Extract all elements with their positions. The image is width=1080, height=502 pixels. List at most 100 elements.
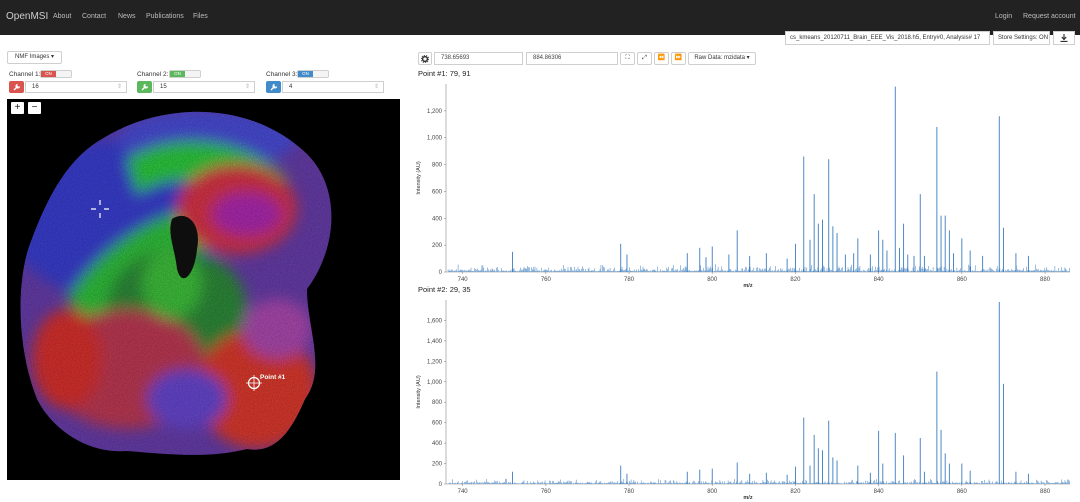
nav-files[interactable]: Files [193,13,208,20]
spectrum-chart-1[interactable]: 0 200 400 600 800 1,000 1,200 740 760 780 800 820 84… [408,80,1072,288]
nav-news[interactable]: News [118,13,136,20]
y-tick-label: 1,000 [427,136,443,142]
channel-3-wrench-button[interactable] [266,81,281,93]
x-tick-label: 880 [1040,277,1051,283]
channel-2-input[interactable]: 15 ⇕ [153,81,255,93]
channel-2-label: Channel 2: [137,71,169,78]
wrench-icon [141,83,148,91]
channel-3-label: Channel 3: [266,71,298,78]
y-tick-label: 1,200 [427,109,443,115]
point-1-label: Point #1 [260,374,286,381]
channel-1-toggle[interactable]: ON [40,70,72,78]
settings-button[interactable] [418,52,432,65]
channel-3-input[interactable]: 4 ⇕ [282,81,384,93]
spinner-icon[interactable]: ⇕ [244,84,250,90]
gear-icon [420,54,430,63]
x-tick-label: 840 [874,277,885,283]
download-button[interactable] [1053,31,1075,45]
spectrum-chart-2[interactable]: 0 200 400 600 800 1,000 1,200 1,400 1,600 740 760 7… [408,296,1072,500]
y-axis-label: Intensity (AU) [416,161,422,194]
fullscreen-button[interactable]: ⤢ [637,52,652,65]
x-tick-label: 740 [458,277,469,283]
mz-min-input[interactable]: 738.65693 [434,52,523,65]
step-forward-button[interactable]: ⏩ [671,52,686,65]
brand-logo[interactable]: OpenMSI [6,11,49,22]
channel-1-input[interactable]: 16 ⇕ [25,81,127,93]
x-tick-label: 860 [957,489,968,495]
x-tick-label: 820 [790,489,801,495]
navbar: OpenMSI About Contact News Publications … [0,0,1080,35]
y-tick-label: 400 [432,216,443,222]
chart-2-title: Point #2: 29, 35 [418,285,471,294]
channel-2-toggle[interactable]: ON [169,70,201,78]
channel-2-toggle-state: ON [170,71,185,77]
channel-3-toggle[interactable]: ON [297,70,329,78]
y-tick-label: 1,000 [427,380,443,386]
spectrum-noise [447,478,1070,484]
channel-1-wrench-button[interactable] [9,81,24,93]
channel-2-value: 15 [160,84,167,90]
y-tick-label: 600 [432,189,443,195]
crosshair-icon [91,200,109,218]
x-tick-label: 820 [790,277,801,283]
wrench-icon [270,83,277,91]
wrench-icon [13,83,20,91]
spectrum-noise [447,264,1070,272]
nav-contact[interactable]: Contact [82,13,107,20]
resize-icon: ⤢ [642,55,647,61]
zoom-out-button[interactable]: − [28,102,41,114]
y-tick-label: 400 [432,441,443,447]
raw-data-dropdown[interactable]: Raw Data: mzidata ▾ [688,52,756,65]
mz-max-input[interactable]: 884.86306 [526,52,618,65]
forward-icon: ⏩ [674,55,683,61]
channel-1-label: Channel 1: [9,71,41,78]
x-tick-label: 800 [707,489,718,495]
x-tick-label: 840 [874,489,885,495]
x-tick-label: 880 [1040,489,1051,495]
channel-3-value: 4 [289,84,293,90]
nav-publications[interactable]: Publications [146,13,184,20]
y-tick-label: 1,200 [427,359,443,365]
x-tick-label: 800 [707,277,718,283]
x-tick-label: 780 [624,489,635,495]
y-tick-label: 200 [432,243,443,249]
x-tick-label: 760 [541,277,552,283]
brain-image[interactable] [7,99,400,480]
dataset-selector[interactable]: cs_kmeans_20120711_Brain_EEE_Vis_2018.h5… [785,31,990,45]
y-tick-label: 200 [432,462,443,468]
y-tick-label: 800 [432,400,443,406]
chart-1-title: Point #1: 79, 91 [418,69,471,78]
y-tick-label: 1,400 [427,339,443,345]
expand-button[interactable]: ⛶ [620,52,635,65]
channel-3-toggle-state: ON [298,71,313,77]
channel-1-toggle-state: ON [41,71,56,77]
spinner-icon[interactable]: ⇕ [116,84,122,90]
x-tick-label: 780 [624,277,635,283]
store-settings-button[interactable]: Store Settings: ON [993,31,1050,45]
nav-about[interactable]: About [53,13,72,20]
nmf-images-dropdown[interactable]: NMF Images ▾ [7,51,62,64]
x-axis-label: m/z [743,495,752,500]
y-tick-label: 0 [439,482,443,488]
x-axis-label: m/z [743,283,752,288]
channel-2-wrench-button[interactable] [137,81,152,93]
y-tick-label: 800 [432,163,443,169]
y-tick-label: 0 [439,270,443,276]
nav-login[interactable]: Login [995,13,1013,20]
y-axis-label: Intensity (AU) [416,375,422,408]
y-tick-label: 1,600 [427,318,443,324]
spinner-icon[interactable]: ⇕ [373,84,379,90]
step-back-button[interactable]: ⏪ [654,52,669,65]
x-tick-label: 860 [957,277,968,283]
zoom-in-button[interactable]: + [11,102,24,114]
x-tick-label: 740 [458,489,469,495]
backward-icon: ⏪ [657,55,666,61]
expand-icon: ⛶ [625,55,630,61]
point-marker[interactable] [246,375,262,391]
download-icon [1060,34,1068,43]
msi-image-viewer[interactable]: Point #1 + − [7,99,400,480]
y-tick-label: 600 [432,421,443,427]
nav-request-account[interactable]: Request account [1023,13,1076,20]
x-tick-label: 760 [541,489,552,495]
channel-1-value: 16 [32,84,39,90]
